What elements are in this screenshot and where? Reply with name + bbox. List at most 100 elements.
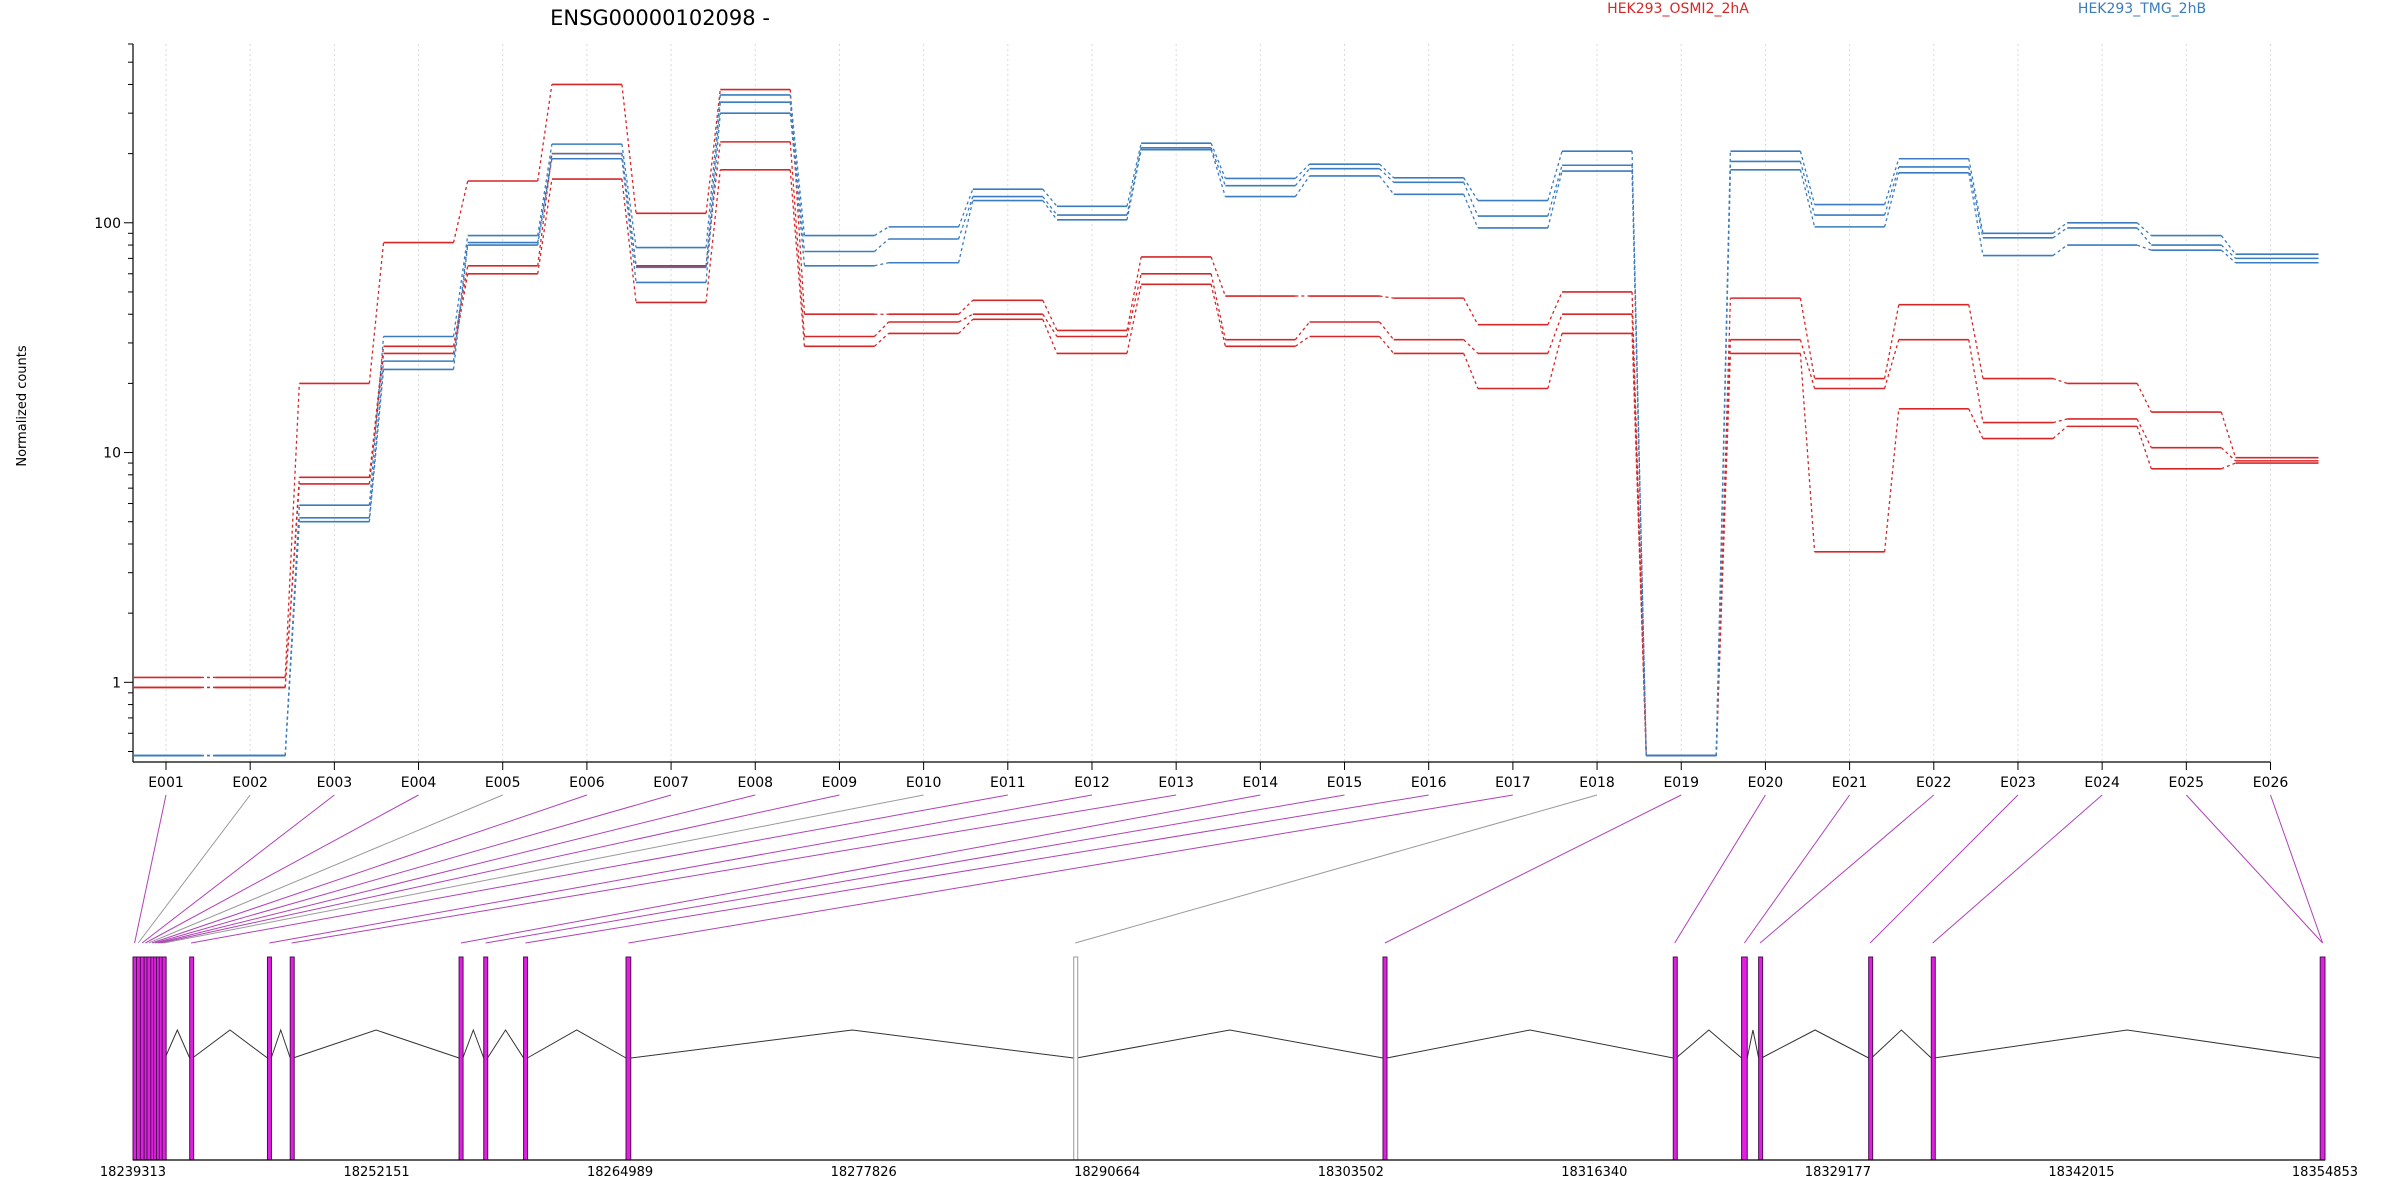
exon-box (1930, 956, 1936, 1161)
series-connector (2052, 425, 2068, 440)
x-tick-label: E021 (1832, 775, 1868, 791)
exon-mapping-line (145, 794, 419, 944)
series-connector (1379, 336, 1395, 354)
exon-mapping-line (163, 794, 924, 944)
series-connector (284, 517, 301, 756)
series-connector (284, 383, 301, 678)
series-connector (1294, 168, 1311, 187)
x-tick-label: E012 (1074, 775, 1110, 791)
intron-line (487, 1029, 524, 1059)
series-connector (2136, 244, 2152, 251)
intron-line (270, 1028, 291, 1059)
x-tick-label: E023 (2000, 775, 2036, 791)
x-tick-label: E002 (232, 775, 268, 791)
x-tick-label: E025 (2169, 775, 2205, 791)
x-tick-label: E019 (1663, 775, 1699, 791)
series-connector (2221, 462, 2236, 470)
series-line (133, 112, 2319, 757)
series-connector (621, 178, 637, 303)
series-connector (1547, 314, 1563, 354)
exon-mapping-line (137, 794, 251, 944)
series-connector (621, 144, 637, 248)
series-connector (1210, 256, 1226, 297)
series-connector (1715, 298, 1732, 756)
genomic-tick-label: 18290664 (1074, 1165, 1140, 1180)
series-connector (1379, 168, 1395, 183)
series-connector (2052, 418, 2068, 424)
x-tick-label: E020 (1748, 775, 1784, 791)
series-connector (1210, 284, 1226, 347)
series-connector (1968, 304, 1984, 379)
exon-box (523, 956, 529, 1161)
chart-title: ENSG00000102098 - (550, 6, 770, 30)
intron-line (1675, 1029, 1742, 1059)
series-connector (874, 262, 889, 267)
series-connector (705, 102, 721, 268)
series-connector (1210, 147, 1226, 186)
x-tick-label: E024 (2084, 775, 2120, 791)
series-connector (873, 321, 890, 337)
exon-box (161, 956, 167, 1161)
series-connector (2052, 244, 2068, 257)
series-connector (1883, 304, 1900, 379)
intron-line (192, 1029, 268, 1059)
series-connector (1126, 143, 1142, 207)
series-connector (958, 299, 974, 315)
intron-line (1386, 1029, 1674, 1059)
series-connector (957, 200, 974, 263)
intron-line (1746, 1029, 1760, 1059)
series-connector (2220, 447, 2236, 462)
series-connector (368, 369, 385, 522)
plot-area: 1 10 100 E001 E002 E003 E004 E005 E006 E007 E008 E0… (94, 43, 2358, 1180)
series-connector (368, 361, 385, 518)
series-connector (1631, 333, 1647, 756)
series-connector (1463, 194, 1479, 229)
x-tick-label: E006 (569, 775, 605, 791)
exon-box (266, 956, 272, 1161)
exon-box (1672, 956, 1678, 1161)
exon-box (458, 956, 464, 1161)
series-connector (1379, 321, 1395, 341)
exon-mapping-line (1674, 794, 1766, 944)
series-connector (452, 244, 469, 370)
exon-mapping-line (134, 794, 167, 944)
series-connector (1210, 273, 1226, 340)
exon-box (289, 956, 295, 1161)
exon-mapping-line (1075, 794, 1598, 944)
x-tick-label: E013 (1158, 775, 1194, 791)
exon-mapping-line (1743, 794, 1851, 944)
series-connector (621, 153, 637, 268)
intron-line (630, 1029, 1074, 1059)
genomic-tick-label: 18239313 (100, 1165, 166, 1180)
series-connector (1042, 313, 1058, 337)
x-tick-label: E005 (485, 775, 521, 791)
genomic-tick-label: 18329177 (1805, 1165, 1871, 1180)
series-connector (1968, 339, 1984, 423)
exon-mapping-line (525, 794, 1429, 944)
series-connector (958, 188, 974, 228)
x-tick-label: E001 (148, 775, 184, 791)
exon-mapping-line (1869, 794, 2019, 944)
intron-line (462, 1028, 485, 1059)
series-connector (2220, 411, 2237, 458)
exon-box (1382, 956, 1388, 1161)
series-connector (874, 226, 889, 237)
series-connector (1379, 163, 1395, 179)
series-line (133, 101, 2319, 757)
y-tick-label: 10 (103, 446, 121, 462)
y-axis-label: Normalized counts (15, 345, 30, 467)
series-connector (452, 242, 469, 362)
series-connector (452, 180, 469, 243)
intron-line (527, 1029, 627, 1059)
series-connector (874, 238, 890, 252)
intron-line (292, 1029, 460, 1059)
x-tick-label: E007 (653, 775, 689, 791)
x-tick-label: E014 (1243, 775, 1279, 791)
x-tick-label: E015 (1327, 775, 1363, 791)
series-connector (537, 158, 553, 246)
exon-box (1868, 956, 1874, 1161)
series-connector (2220, 235, 2237, 255)
series-connector (1042, 196, 1058, 216)
genomic-tick-label: 18342015 (2048, 1165, 2114, 1180)
